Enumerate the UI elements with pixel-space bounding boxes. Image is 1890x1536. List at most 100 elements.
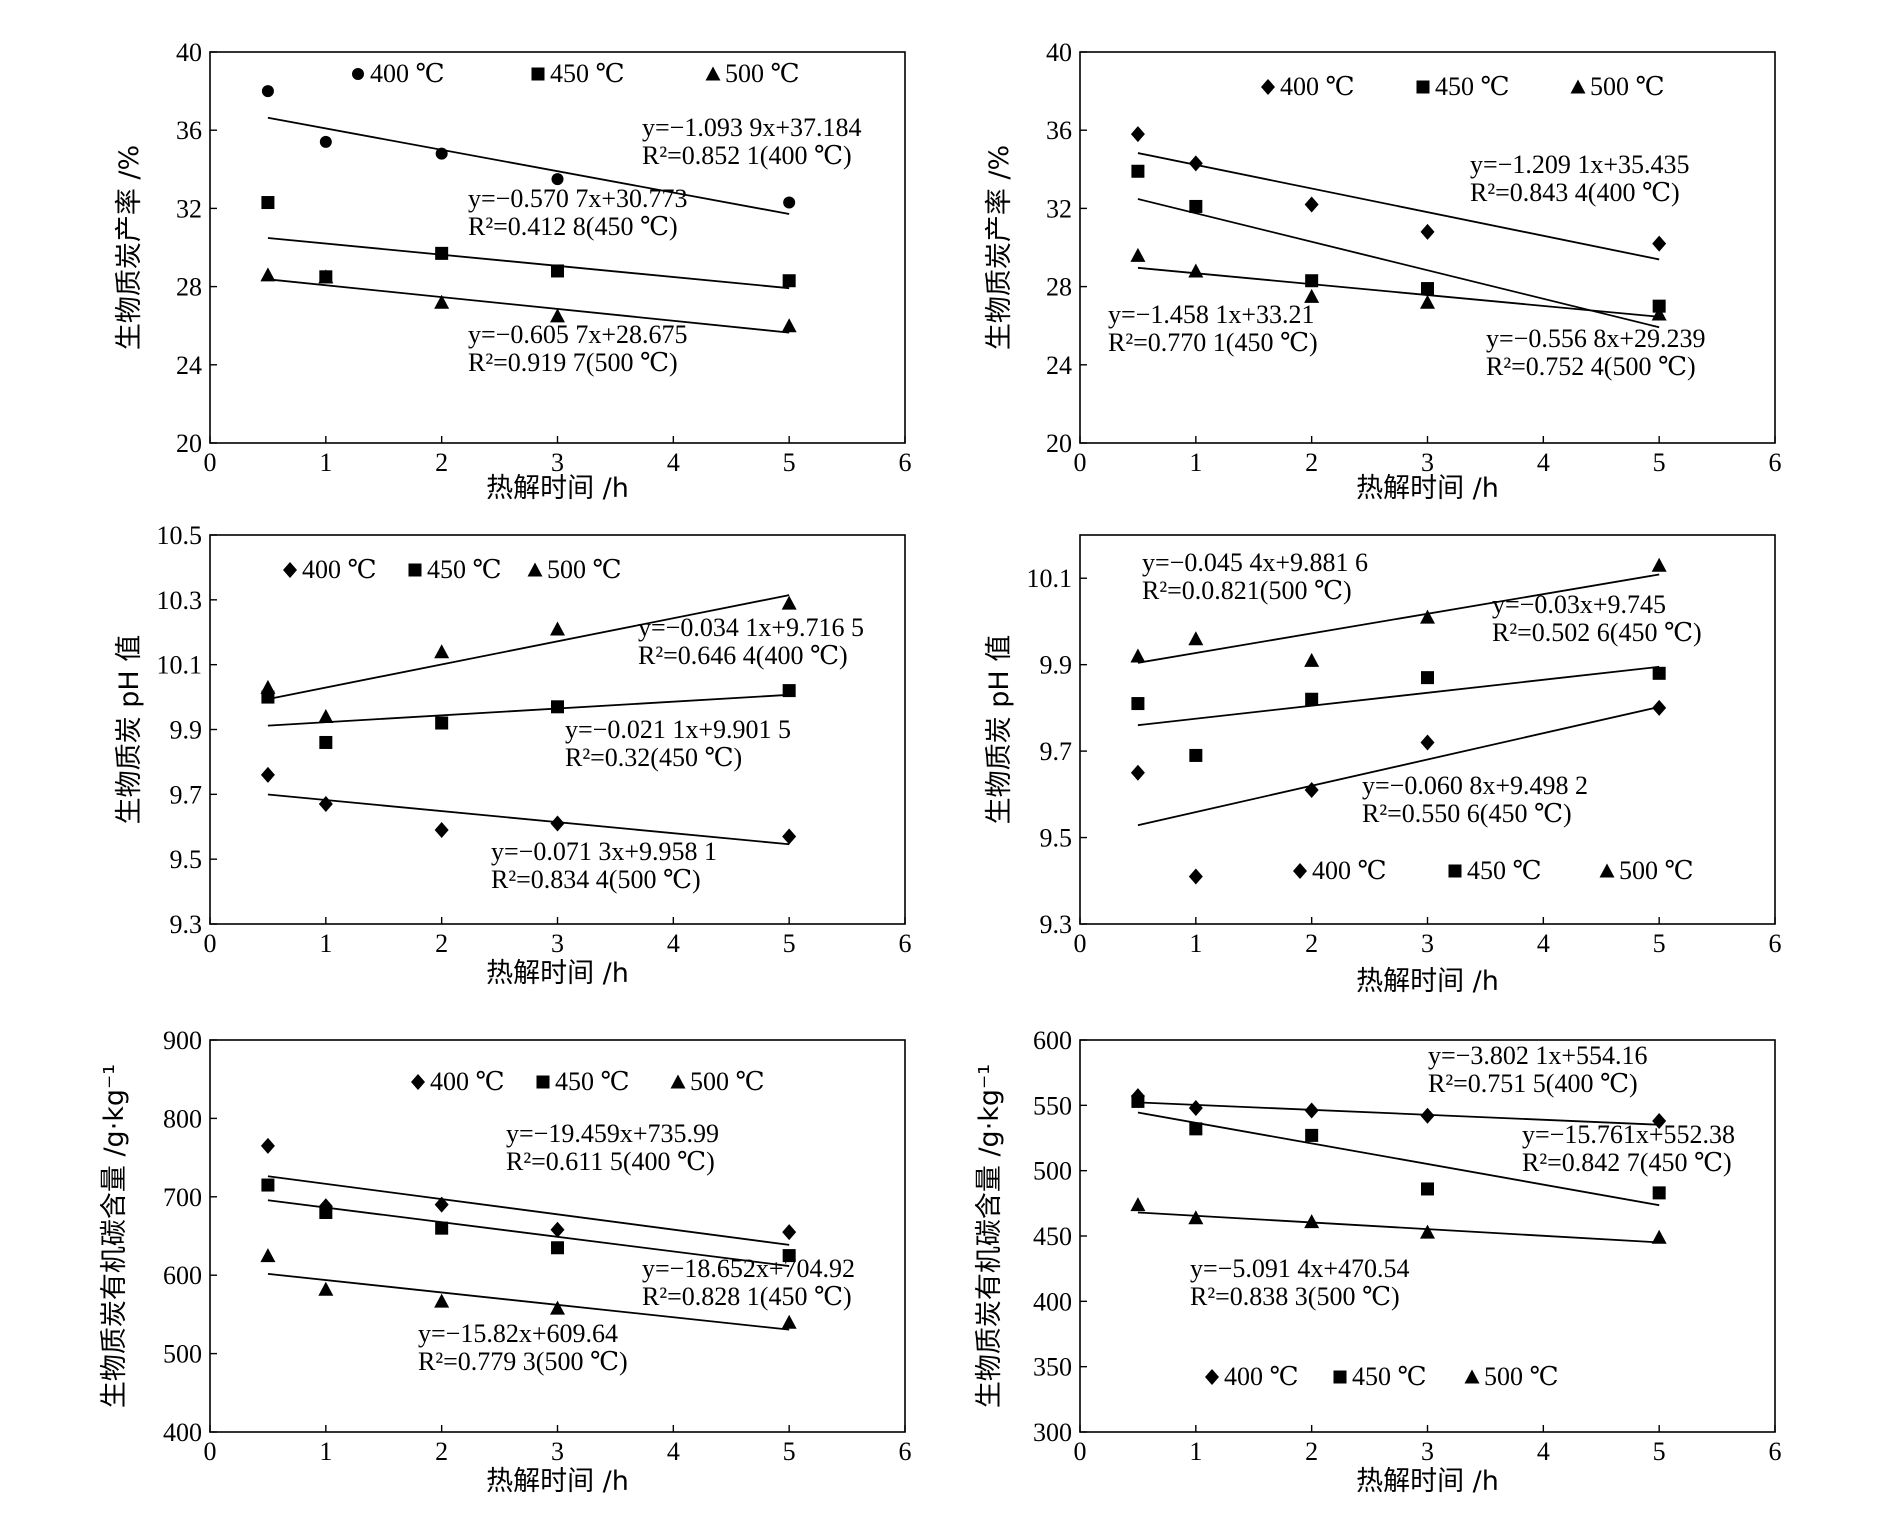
fit-line-2 [1137,266,1660,318]
chart-ph-a: 0 1 2 3 4 5 6 9.3 9.5 9.7 9.9 10.1 10.3 10.5 热解时间 /h 生物… [114,521,912,989]
data-point [550,1221,565,1238]
fit-r-squared: R²=0.828 1(450 ℃) [642,1282,852,1311]
data-point [781,1314,797,1329]
data-point [1652,1113,1667,1130]
x-tick-label: 3 [1421,929,1434,958]
y-tick-label: 32 [1046,194,1072,223]
fit-equation: y=−1.209 1x+35.435 [1470,150,1690,179]
y-tick-label: 300 [1033,1418,1072,1447]
legend-marker [1416,80,1430,94]
legend-label: 450 ℃ [550,59,625,88]
fit-equation: y=−18.652x+704.92 [642,1254,855,1283]
legend-marker [1205,1369,1219,1385]
y-tick-label: 32 [176,194,202,223]
fit-r-squared: R²=0.834 4(500 ℃) [491,865,701,894]
x-tick-label: 5 [783,448,796,477]
legend-label: 450 ℃ [1467,856,1542,885]
x-tick-label: 5 [1653,1437,1666,1466]
x-tick-label: 0 [1074,1437,1087,1466]
legend-marker [531,67,545,81]
y-tick-label: 450 [1033,1222,1072,1251]
x-tick-label: 4 [667,929,680,958]
fit-equation: y=−0.045 4x+9.881 6 [1142,548,1368,577]
x-tick-label: 1 [319,1437,332,1466]
data-point [551,700,564,714]
legend-marker [408,563,422,577]
y-tick-label: 900 [163,1026,202,1055]
data-point [1420,734,1435,751]
x-tick-label: 2 [1305,448,1318,477]
data-point [261,85,274,98]
data-point [261,196,275,210]
x-axis-label: 热解时间 /h [1356,473,1499,504]
x-axis-label: 热解时间 /h [1356,1466,1499,1497]
fit-equation: y=−1.458 1x+33.21 [1108,300,1315,329]
fit-line-1 [1137,1111,1660,1207]
fit-equation: y=−5.091 4x+470.54 [1190,1254,1410,1283]
y-tick-label: 24 [176,351,202,380]
data-point [1420,1224,1435,1239]
data-point [1130,648,1146,663]
legend-label: 400 ℃ [1224,1362,1299,1391]
fit-equation: y=−19.459x+735.99 [506,1119,719,1148]
fit-line-0 [267,793,790,846]
fit-line-0 [1137,152,1660,261]
legend-marker [1261,79,1275,95]
data-point [1652,699,1667,716]
data-point [1131,1094,1145,1108]
y-tick-label: 36 [176,116,202,145]
legend-marker [1570,79,1586,94]
data-point [1420,1107,1435,1124]
fit-r-squared: R²=0.752 4(500 ℃) [1486,352,1696,381]
data-point [1651,1229,1667,1244]
x-tick-label: 4 [1537,1437,1550,1466]
fit-r-squared: R²=0.611 5(400 ℃) [506,1147,715,1176]
data-point [1421,282,1434,296]
legend-marker [705,66,721,81]
x-tick-label: 3 [1421,448,1434,477]
fit-equation: y=−0.021 1x+9.901 5 [565,715,791,744]
fit-r-squared: R²=0.779 3(500 ℃) [418,1347,628,1376]
y-tick-label: 600 [1033,1026,1072,1055]
legend-marker [1448,864,1462,878]
fit-equation: y=−0.071 3x+9.958 1 [491,837,717,866]
fit-equation: y=−0.03x+9.745 [1492,590,1666,619]
chart-yield-a: 0 1 2 3 4 5 6 20 24 28 32 36 40 热解时间 /h 生物质炭产率 /% 400 ℃… [114,38,912,504]
legend-label: 500 ℃ [690,1067,765,1096]
x-tick-label: 6 [1769,1437,1782,1466]
fit-line-1 [267,693,790,727]
fit-r-squared: R²=0.852 1(400 ℃) [642,141,852,170]
data-point [1652,235,1667,252]
x-tick-label: 6 [1769,448,1782,477]
fit-line-2 [1137,573,1660,664]
legend-marker [536,1075,550,1089]
legend-label: 450 ℃ [1435,72,1510,101]
legend-label: 450 ℃ [1352,1362,1427,1391]
fit-r-squared: R²=0.770 1(450 ℃) [1108,328,1318,357]
y-tick-label: 9.3 [1040,910,1073,939]
fit-r-squared: R²=0.843 4(400 ℃) [1470,178,1680,207]
legend-marker [1333,1370,1347,1384]
data-point [1130,764,1145,781]
y-tick-label: 10.3 [157,586,203,615]
data-point [1130,1197,1146,1212]
y-tick-label: 9.3 [170,910,203,939]
x-axis-label: 热解时间 /h [486,473,629,504]
fit-equation: y=−0.556 8x+29.239 [1486,324,1706,353]
y-tick-label: 350 [1033,1353,1072,1382]
fit-line-1 [267,237,790,290]
data-point [1304,288,1320,303]
data-point [434,1293,450,1308]
y-tick-label: 40 [1046,38,1072,67]
data-point [1131,164,1145,178]
data-point [1304,1214,1320,1229]
legend-label: 500 ℃ [725,59,800,88]
data-point [783,196,796,209]
fit-line-1 [267,1199,790,1267]
x-tick-label: 6 [899,929,912,958]
y-tick-label: 40 [176,38,202,67]
y-axis-label: 生物质炭有机碳含量 /g·kg⁻¹ [974,1064,1005,1408]
y-tick-label: 9.5 [1040,824,1073,853]
y-axis-label: 生物质炭产率 /% [984,145,1015,350]
